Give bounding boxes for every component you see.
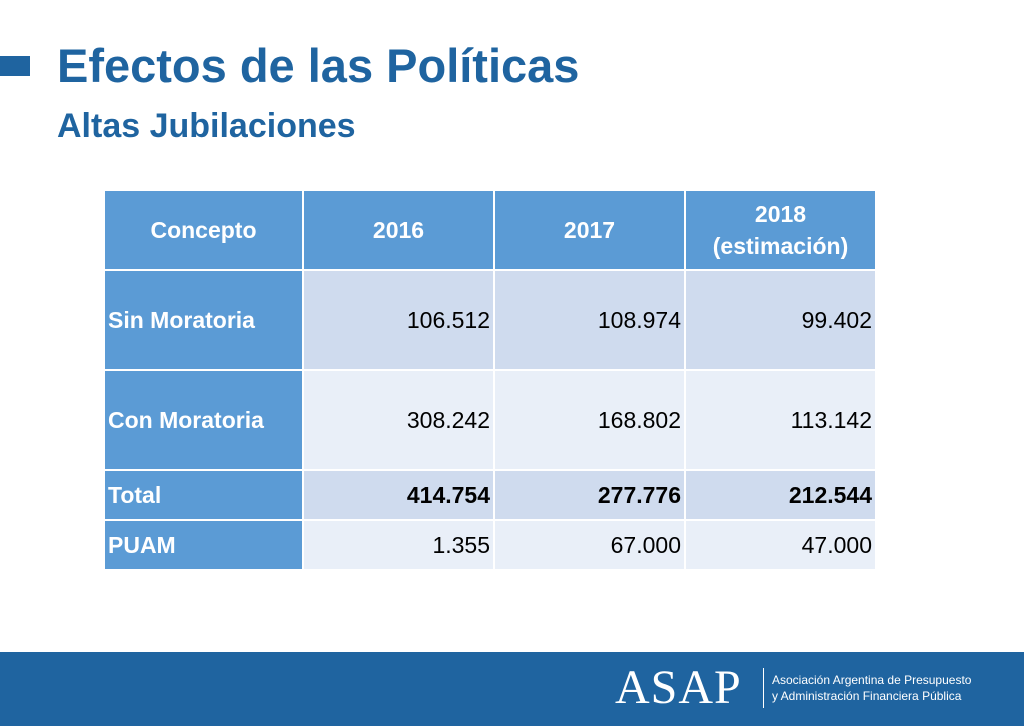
table-row: Con Moratoria 308.242 168.802 113.142 [103, 369, 877, 471]
cell-2017: 168.802 [493, 369, 686, 471]
column-header-2018: 2018 (estimación) [684, 189, 877, 271]
column-header-2017: 2017 [493, 189, 686, 271]
page-subtitle: Altas Jubilaciones [57, 107, 356, 145]
cell-2017: 277.776 [493, 469, 686, 521]
cell-2016: 308.242 [302, 369, 495, 471]
cell-2016: 1.355 [302, 519, 495, 571]
column-header-2016: 2016 [302, 189, 495, 271]
title-marker-bar [0, 56, 30, 76]
table-row: PUAM 1.355 67.000 47.000 [103, 519, 877, 571]
table-row-total: Total 414.754 277.776 212.544 [103, 469, 877, 521]
row-label: Total [103, 469, 304, 521]
asap-logo: ASAP [615, 661, 742, 714]
org-name-line1: Asociación Argentina de Presupuesto [772, 673, 972, 687]
cell-2017: 108.974 [493, 269, 686, 371]
cell-2018: 99.402 [684, 269, 877, 371]
row-label: PUAM [103, 519, 304, 571]
cell-2017: 67.000 [493, 519, 686, 571]
column-header-2018-year: 2018 [754, 200, 807, 227]
cell-2018: 113.142 [684, 369, 877, 471]
row-label: Sin Moratoria [103, 269, 304, 371]
column-header-concepto: Concepto [103, 189, 304, 271]
org-name-line2: y Administración Financiera Pública [772, 689, 962, 703]
table-row: Sin Moratoria 106.512 108.974 99.402 [103, 269, 877, 371]
page-title: Efectos de las Políticas [57, 39, 580, 92]
table-header-row: Concepto 2016 2017 2018 (estimación) [103, 189, 877, 271]
row-label: Con Moratoria [103, 369, 304, 471]
cell-2018: 212.544 [684, 469, 877, 521]
column-header-2018-note: (estimación) [712, 233, 849, 259]
cell-2018: 47.000 [684, 519, 877, 571]
logo-divider [763, 668, 764, 708]
cell-2016: 106.512 [302, 269, 495, 371]
footer-bar [0, 652, 1024, 726]
data-table: Concepto 2016 2017 2018 (estimación) Sin … [103, 189, 877, 571]
cell-2016: 414.754 [302, 469, 495, 521]
